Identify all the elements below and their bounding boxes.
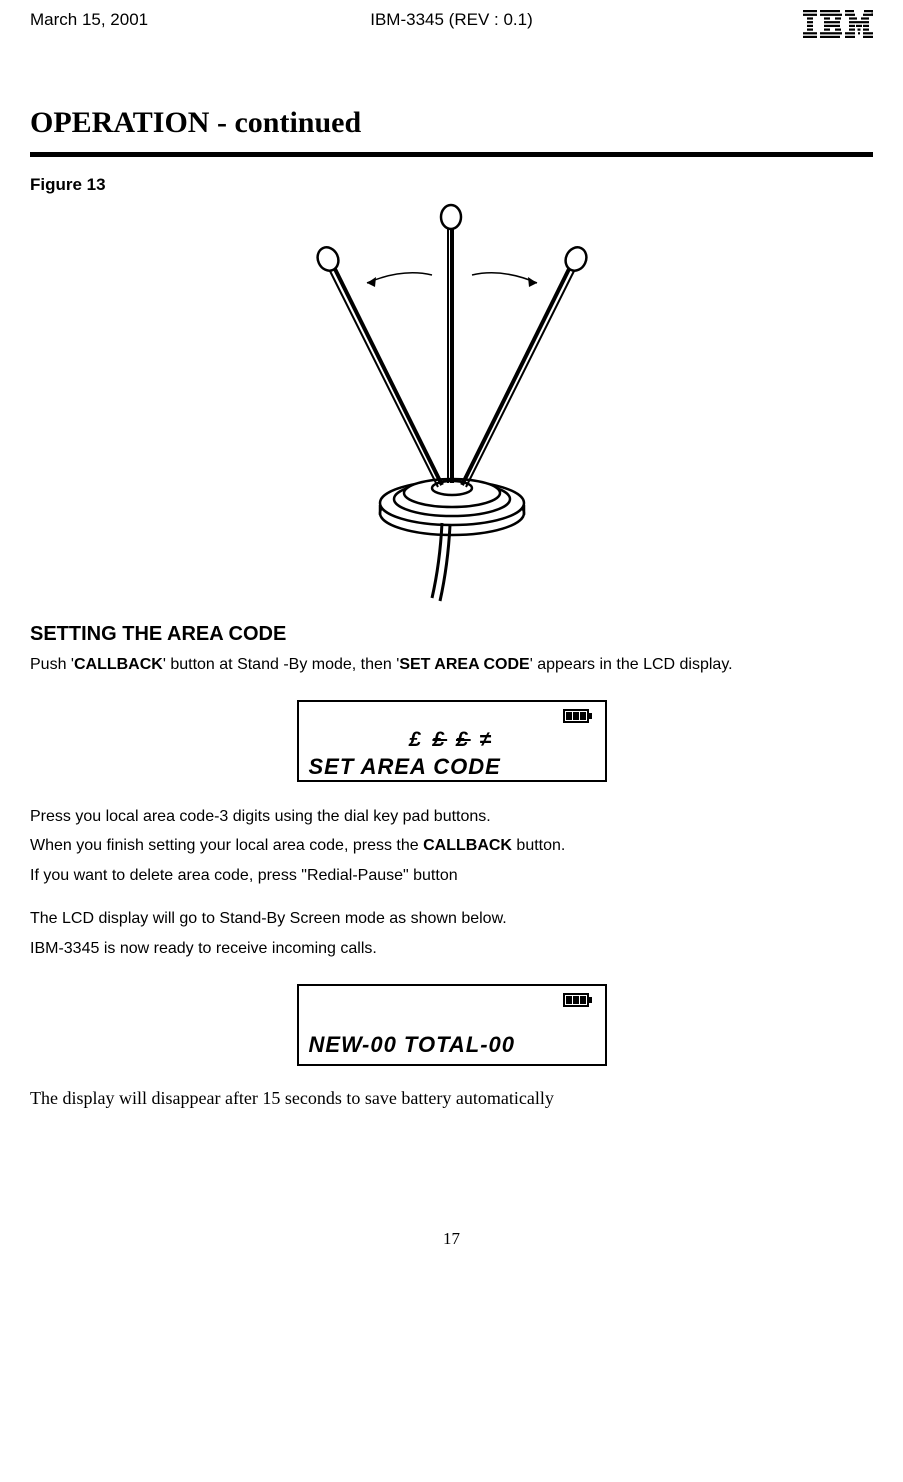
subsection-title: SETTING THE AREA CODE (30, 623, 873, 646)
svg-text:®: ® (871, 11, 873, 18)
figure-13-container (30, 203, 873, 603)
intro-paragraph: Push 'CALLBACK' button at Stand -By mode… (30, 652, 873, 678)
section-rule (30, 152, 873, 157)
instruction-line5: IBM-3345 is now ready to receive incomin… (30, 936, 873, 962)
figure-label: Figure 13 (30, 175, 873, 195)
lcd1-symbols: £ £ £ ≠ (309, 728, 595, 752)
instruction-line2: When you finish setting your local area … (30, 833, 873, 859)
intro-prefix: Push ' (30, 656, 74, 673)
battery-icon (563, 708, 593, 729)
lcd1-text: SET AREA CODE (309, 754, 595, 780)
intro-bold-callback: CALLBACK (74, 656, 163, 673)
lcd-display-1: £ £ £ ≠ SET AREA CODE (30, 700, 873, 782)
lcd-display-2: NEW-00 TOTAL-00 (30, 984, 873, 1066)
intro-bold-setarea: SET AREA CODE (399, 656, 529, 673)
header-doc-id: IBM-3345 (REV : 0.1) (370, 10, 533, 30)
instruction-line1: Press you local area code-3 digits using… (30, 804, 873, 830)
antenna-diagram-icon (272, 203, 632, 603)
header-date: March 15, 2001 (30, 10, 148, 30)
intro-suffix: ' appears in the LCD display. (530, 656, 733, 673)
page-number: 17 (30, 1229, 873, 1249)
lcd2-text: NEW-00 TOTAL-00 (309, 1032, 595, 1058)
battery-icon (563, 992, 593, 1013)
footer-note: The display will disappear after 15 seco… (30, 1088, 873, 1109)
page-header: March 15, 2001 IBM-3345 (REV : 0.1) (30, 10, 873, 46)
instruction-line4: The LCD display will go to Stand-By Scre… (30, 906, 873, 932)
ibm-logo-icon: ® (803, 10, 873, 38)
section-title: OPERATION - continued (30, 106, 873, 140)
ibm-logo: ® (803, 10, 873, 46)
instruction-line3: If you want to delete area code, press "… (30, 863, 873, 889)
callback-bold: CALLBACK (423, 837, 512, 854)
intro-mid: ' button at Stand -By mode, then ' (163, 656, 399, 673)
